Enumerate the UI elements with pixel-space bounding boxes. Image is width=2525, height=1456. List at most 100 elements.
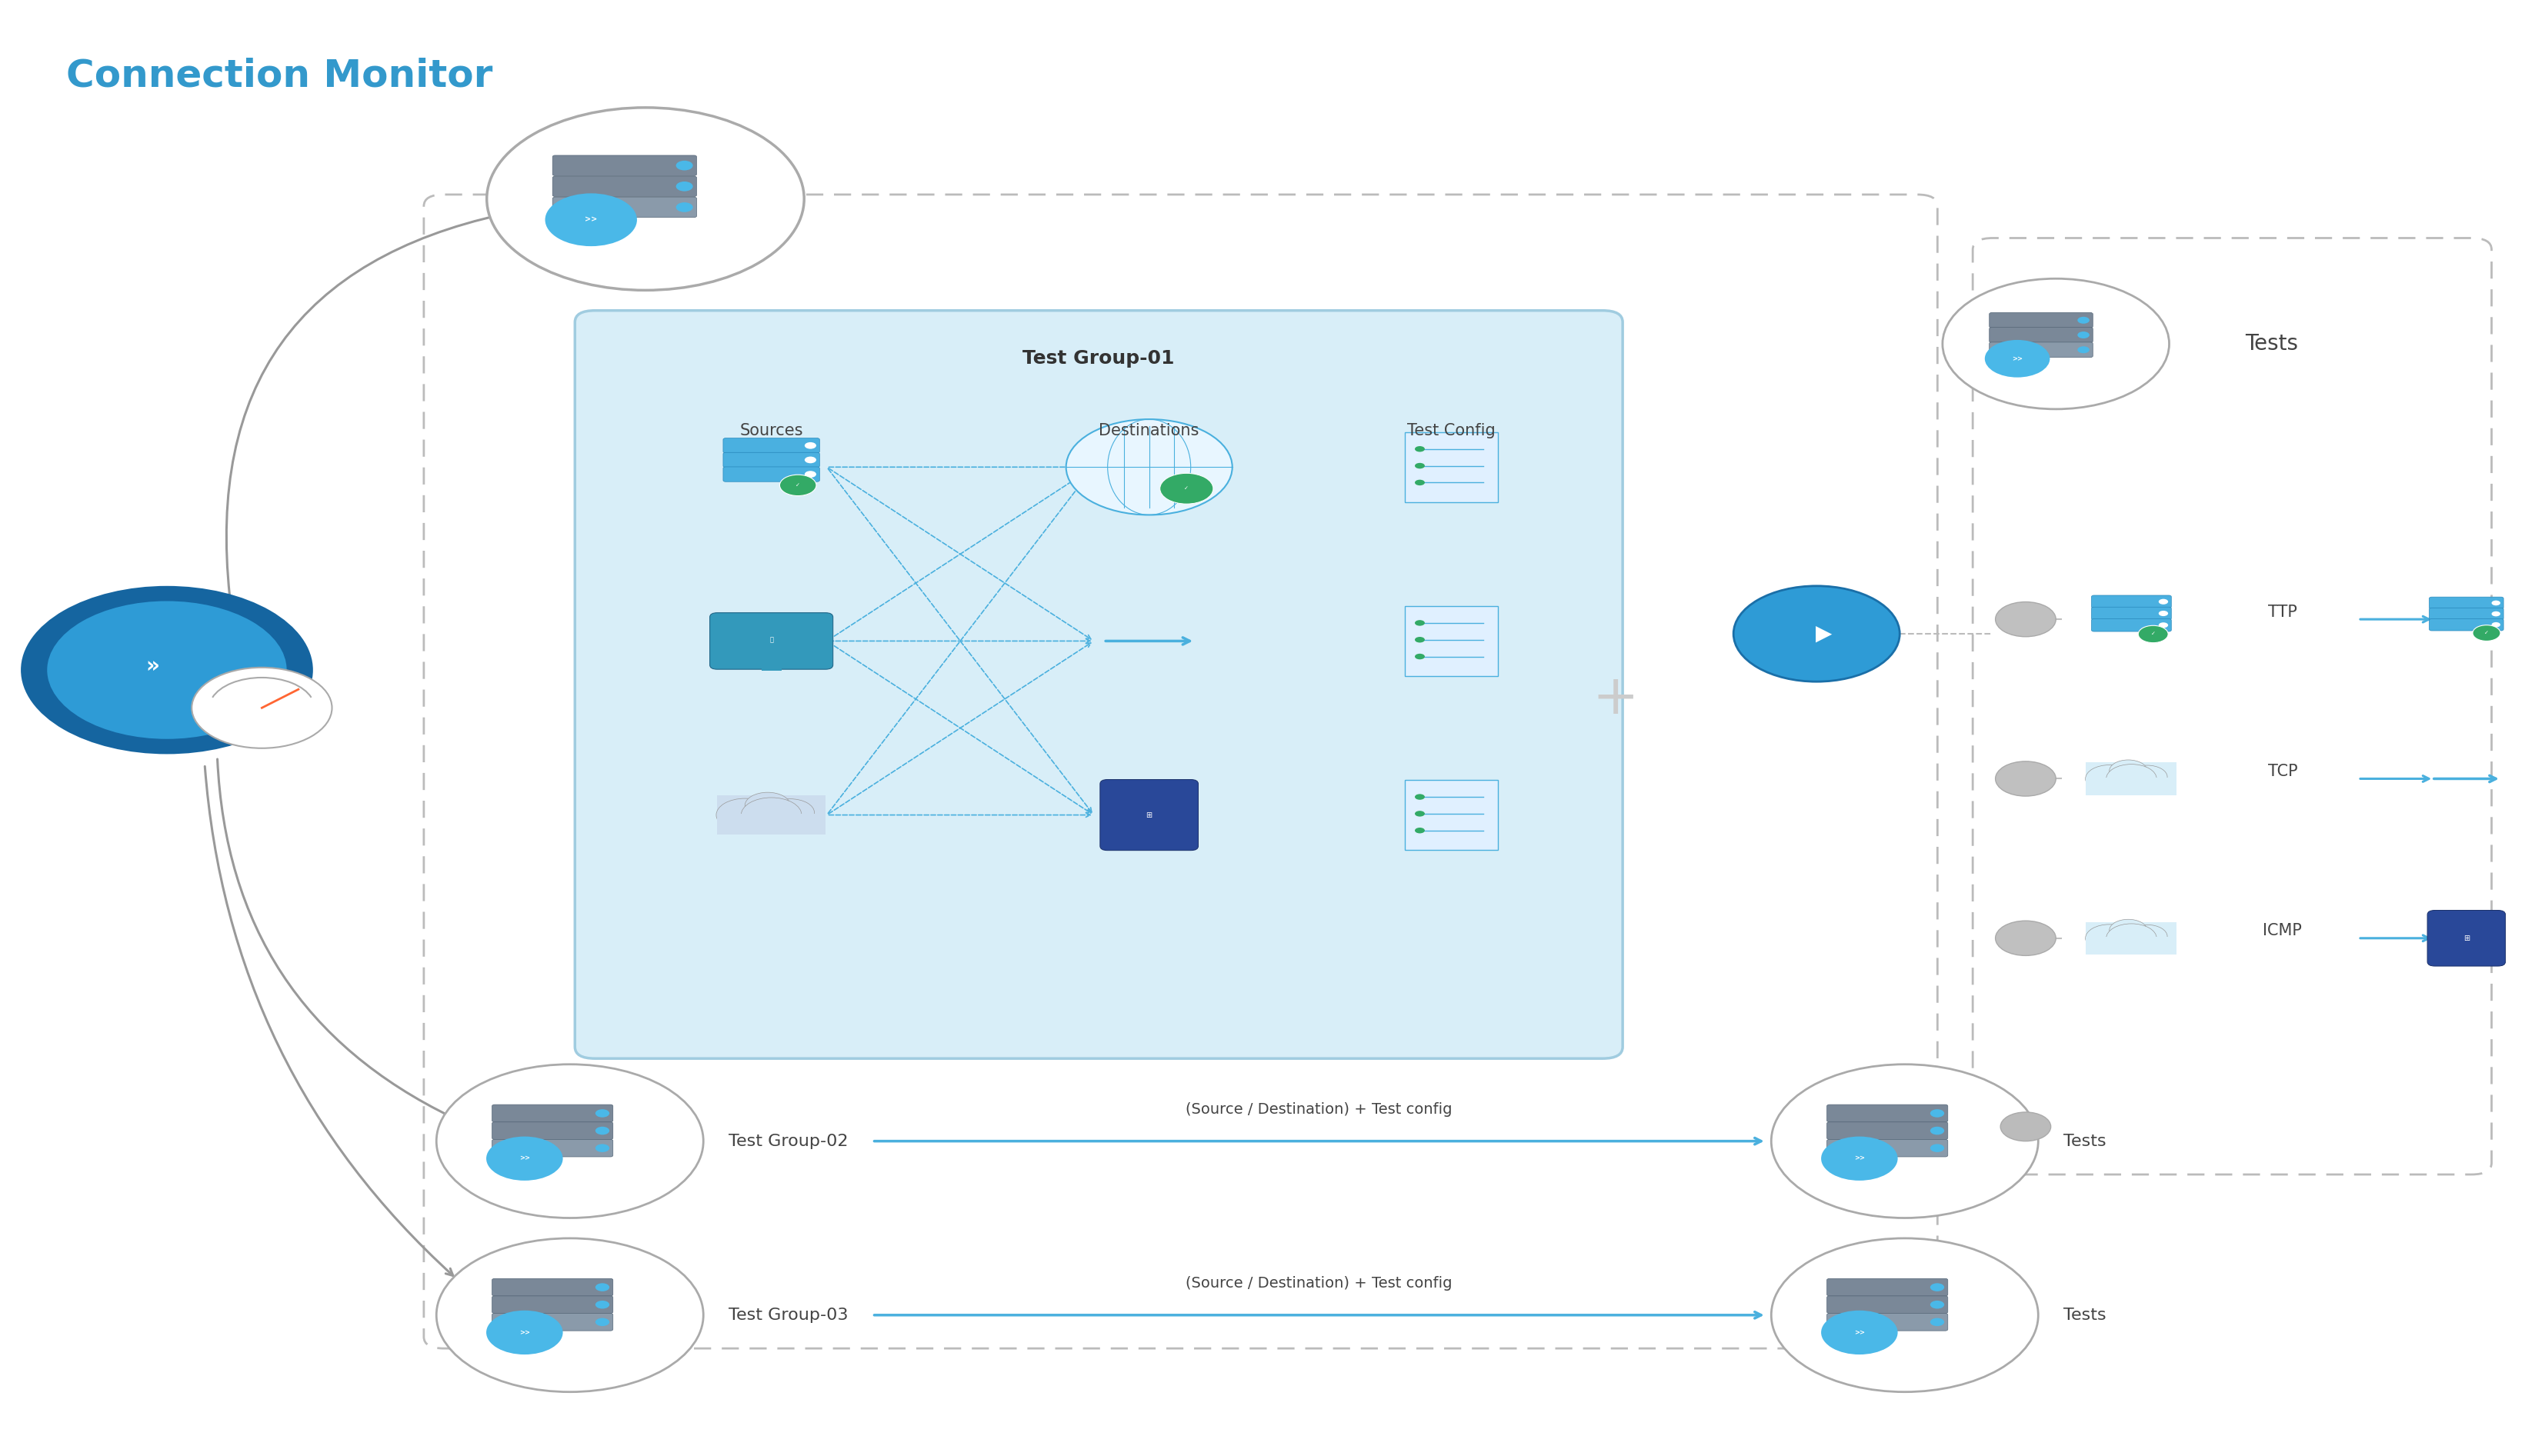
Circle shape	[1414, 827, 1424, 833]
Circle shape	[48, 601, 288, 740]
Circle shape	[1066, 419, 1232, 515]
Circle shape	[2078, 317, 2091, 323]
Circle shape	[1414, 446, 1424, 451]
Circle shape	[780, 475, 816, 496]
Text: >>: >>	[2012, 355, 2023, 363]
Text: ⊞: ⊞	[1146, 811, 1151, 818]
FancyBboxPatch shape	[717, 795, 826, 824]
Circle shape	[1159, 473, 1212, 504]
Circle shape	[1995, 601, 2055, 636]
FancyBboxPatch shape	[1828, 1313, 1947, 1331]
FancyBboxPatch shape	[1990, 313, 2093, 328]
Circle shape	[1414, 636, 1424, 642]
Circle shape	[2106, 923, 2156, 952]
Text: +: +	[1591, 673, 1639, 725]
Circle shape	[1929, 1127, 1944, 1134]
FancyBboxPatch shape	[2086, 778, 2177, 795]
Text: ⬜: ⬜	[770, 636, 773, 644]
FancyArrowPatch shape	[2434, 776, 2495, 782]
Text: Sources: Sources	[740, 424, 803, 438]
Text: Test Group-03: Test Group-03	[730, 1307, 848, 1322]
FancyArrowPatch shape	[205, 766, 452, 1275]
Circle shape	[677, 160, 692, 170]
Circle shape	[805, 457, 816, 463]
FancyArrowPatch shape	[227, 213, 502, 596]
Circle shape	[1821, 1310, 1899, 1354]
FancyArrowPatch shape	[217, 759, 452, 1117]
Text: >>: >>	[1853, 1155, 1866, 1162]
Circle shape	[2126, 766, 2166, 789]
Circle shape	[1770, 1064, 2038, 1219]
FancyBboxPatch shape	[763, 664, 780, 671]
Circle shape	[2086, 925, 2134, 952]
FancyBboxPatch shape	[553, 197, 697, 217]
Circle shape	[487, 108, 803, 290]
Circle shape	[596, 1144, 609, 1152]
Circle shape	[2086, 764, 2134, 792]
Circle shape	[437, 1064, 704, 1219]
Circle shape	[1414, 463, 1424, 469]
Text: Test Group-02: Test Group-02	[730, 1133, 848, 1149]
Circle shape	[596, 1318, 609, 1326]
Circle shape	[1414, 479, 1424, 485]
Circle shape	[596, 1283, 609, 1291]
FancyBboxPatch shape	[1828, 1105, 1947, 1123]
FancyBboxPatch shape	[722, 467, 821, 482]
Circle shape	[2126, 925, 2166, 948]
Circle shape	[1995, 920, 2055, 955]
FancyBboxPatch shape	[722, 453, 821, 467]
FancyBboxPatch shape	[492, 1313, 614, 1331]
FancyBboxPatch shape	[1101, 779, 1199, 850]
Text: >>: >>	[520, 1329, 530, 1337]
Circle shape	[2106, 764, 2156, 794]
FancyBboxPatch shape	[1828, 1296, 1947, 1313]
Circle shape	[2159, 598, 2169, 604]
Text: (Source / Destination) + Test config: (Source / Destination) + Test config	[1187, 1275, 1452, 1290]
Circle shape	[1414, 811, 1424, 817]
FancyBboxPatch shape	[2427, 910, 2505, 967]
Circle shape	[1929, 1300, 1944, 1309]
Text: Test Config: Test Config	[1406, 424, 1495, 438]
Circle shape	[742, 798, 800, 833]
Text: »: »	[146, 655, 159, 677]
Circle shape	[765, 799, 816, 827]
FancyBboxPatch shape	[2091, 619, 2171, 632]
Circle shape	[745, 792, 790, 818]
FancyBboxPatch shape	[2086, 763, 2177, 786]
Text: TCP: TCP	[2267, 764, 2298, 779]
Circle shape	[2472, 625, 2500, 641]
Circle shape	[596, 1127, 609, 1134]
Text: ✓: ✓	[2485, 630, 2490, 635]
Text: TTP: TTP	[2267, 604, 2298, 620]
Circle shape	[1929, 1318, 1944, 1326]
Circle shape	[677, 182, 692, 191]
FancyBboxPatch shape	[2091, 607, 2171, 620]
FancyBboxPatch shape	[2086, 922, 2177, 945]
FancyBboxPatch shape	[1828, 1278, 1947, 1296]
FancyBboxPatch shape	[722, 438, 821, 453]
Text: ▶: ▶	[1815, 623, 1833, 645]
Text: Destinations: Destinations	[1098, 424, 1199, 438]
Circle shape	[596, 1300, 609, 1309]
FancyBboxPatch shape	[492, 1296, 614, 1313]
Circle shape	[1985, 339, 2050, 377]
Circle shape	[2139, 626, 2169, 642]
Circle shape	[717, 798, 773, 831]
Text: Tests: Tests	[2245, 333, 2298, 355]
FancyBboxPatch shape	[2429, 597, 2502, 609]
Circle shape	[2159, 610, 2169, 616]
FancyBboxPatch shape	[1828, 1140, 1947, 1156]
Circle shape	[2492, 622, 2500, 628]
FancyBboxPatch shape	[1404, 780, 1497, 850]
Text: ⊞: ⊞	[2464, 935, 2469, 942]
Circle shape	[1414, 654, 1424, 660]
Circle shape	[1770, 1238, 2038, 1392]
Text: ✓: ✓	[2151, 632, 2156, 636]
FancyBboxPatch shape	[2429, 607, 2502, 620]
FancyBboxPatch shape	[710, 613, 833, 670]
FancyBboxPatch shape	[492, 1105, 614, 1123]
Circle shape	[2078, 347, 2091, 354]
Text: Connection Monitor: Connection Monitor	[66, 57, 492, 95]
Circle shape	[20, 585, 313, 754]
Text: ✓: ✓	[795, 483, 800, 488]
